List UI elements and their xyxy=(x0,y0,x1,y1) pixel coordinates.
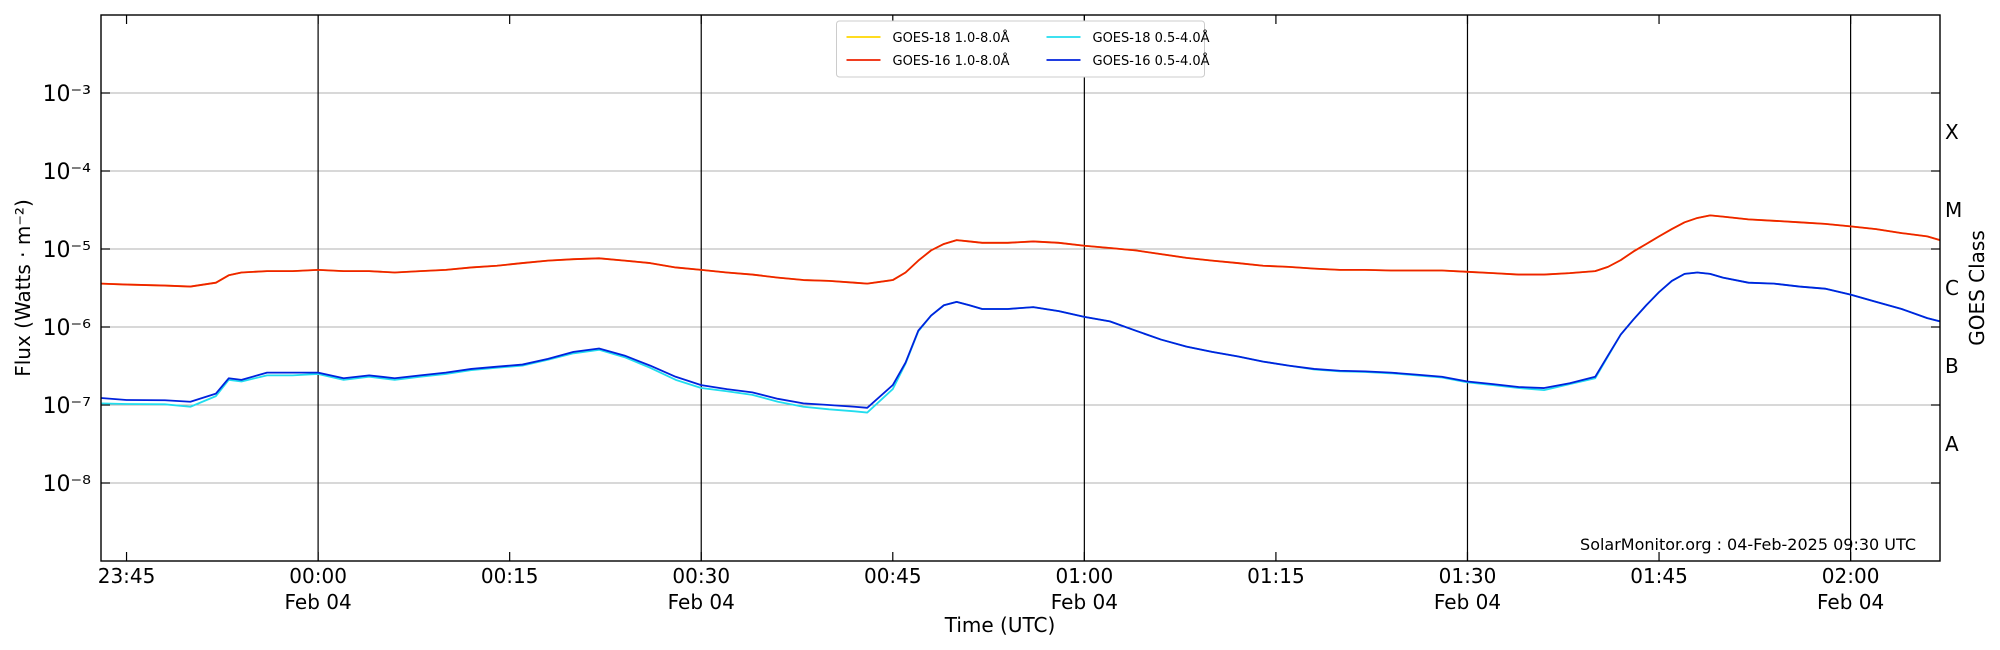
x-tick-label-line: Feb 04 xyxy=(1434,590,1501,614)
y2-tick-label: A xyxy=(1945,432,1959,456)
x-tick-label-line: 23:45 xyxy=(98,564,156,588)
legend-label: GOES-18 1.0-8.0Å xyxy=(893,30,1010,46)
x-tick-label-line: 00:30 xyxy=(672,564,730,588)
y2-tick-label: B xyxy=(1945,354,1959,378)
legend: GOES-18 1.0-8.0Å GOES-16 1.0-8.0Å GOES-18 … xyxy=(836,20,1210,78)
y2-tick-label: C xyxy=(1945,276,1959,300)
y2-tick-label: M xyxy=(1945,198,1962,222)
x-tick-label: 00:00 Feb 04 xyxy=(284,564,351,614)
x-tick-label-line: 00:45 xyxy=(864,564,922,588)
y-tick-label: 10⁻⁷ xyxy=(43,394,91,419)
y-axis-label: Flux (Watts · m⁻²) xyxy=(11,199,35,377)
grid xyxy=(101,92,1940,484)
x-tick-label-line: Feb 04 xyxy=(1817,590,1884,614)
x-tick-label: 01:00 Feb 04 xyxy=(1051,564,1118,614)
x-tick-label-line: 00:00 xyxy=(289,564,347,588)
x-tick-label: 00:45 xyxy=(864,564,922,588)
y-tick-label: 10⁻⁵ xyxy=(43,238,91,263)
x-tick-label-line: 01:00 xyxy=(1056,564,1114,588)
legend-label: GOES-16 1.0-8.0Å xyxy=(893,53,1010,69)
x-tick-label-line: 01:15 xyxy=(1247,564,1305,588)
series-line xyxy=(100,271,1941,414)
x-tick-label: 00:30 Feb 04 xyxy=(668,564,735,614)
x-tick-label-line: Feb 04 xyxy=(284,590,351,614)
series-line xyxy=(100,271,1941,409)
y-tick-label: 10⁻⁸ xyxy=(43,472,92,497)
legend-box xyxy=(836,20,1205,78)
x-tick-label-line: 01:45 xyxy=(1630,564,1688,588)
x-tick-label: 01:30 Feb 04 xyxy=(1434,564,1501,614)
legend-label: GOES-16 0.5-4.0Å xyxy=(1093,53,1210,69)
x-tick-label-line: 02:00 xyxy=(1822,564,1880,588)
x-tick-label-line: Feb 04 xyxy=(1051,590,1118,614)
legend-label: GOES-18 0.5-4.0Å xyxy=(1093,30,1210,46)
y-tick-label: 10⁻⁴ xyxy=(43,160,92,185)
series-line xyxy=(100,214,1941,288)
annotation: SolarMonitor.org : 04-Feb-2025 09:30 UTC xyxy=(1580,535,1916,554)
x-tick-label-line: 01:30 xyxy=(1439,564,1497,588)
y-tick-label: 10⁻⁶ xyxy=(43,316,92,341)
x-tick-label: 01:45 xyxy=(1630,564,1688,588)
series-line xyxy=(100,214,1941,288)
x-tick-label-line: Feb 04 xyxy=(668,590,735,614)
y2-axis-label: GOES Class xyxy=(1965,230,1989,346)
y-tick-label: 10⁻³ xyxy=(43,82,91,107)
x-tick-label-line: 00:15 xyxy=(481,564,539,588)
x-axis-label: Time (UTC) xyxy=(944,613,1056,637)
x-tick-label: 01:15 xyxy=(1247,564,1305,588)
y2-tick-label: X xyxy=(1945,120,1959,144)
x-tick-label: 23:45 xyxy=(98,564,156,588)
x-tick-label: 00:15 xyxy=(481,564,539,588)
plot-frame xyxy=(100,14,1941,562)
x-tick-label: 02:00 Feb 04 xyxy=(1817,564,1884,614)
